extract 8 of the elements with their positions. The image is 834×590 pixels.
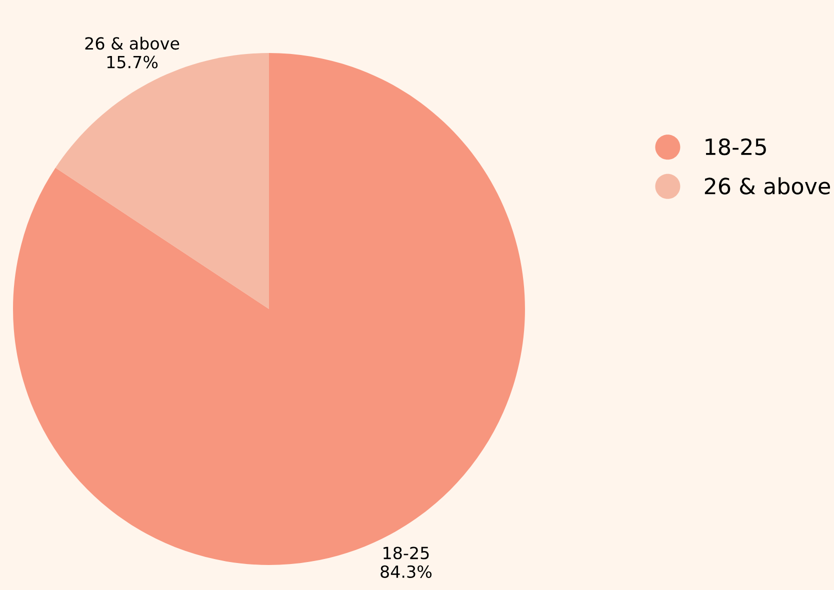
legend-label: 18-25 bbox=[706, 138, 766, 156]
pie-slice bbox=[13, 53, 525, 565]
slice-label: 18-25 bbox=[384, 546, 429, 560]
pie-slice bbox=[55, 53, 269, 309]
legend-label: 26 & above bbox=[704, 177, 830, 194]
data-label: 15.7% bbox=[107, 56, 158, 68]
data-label: 84.3% bbox=[380, 565, 432, 578]
slice-label: 26 & above bbox=[85, 36, 180, 50]
